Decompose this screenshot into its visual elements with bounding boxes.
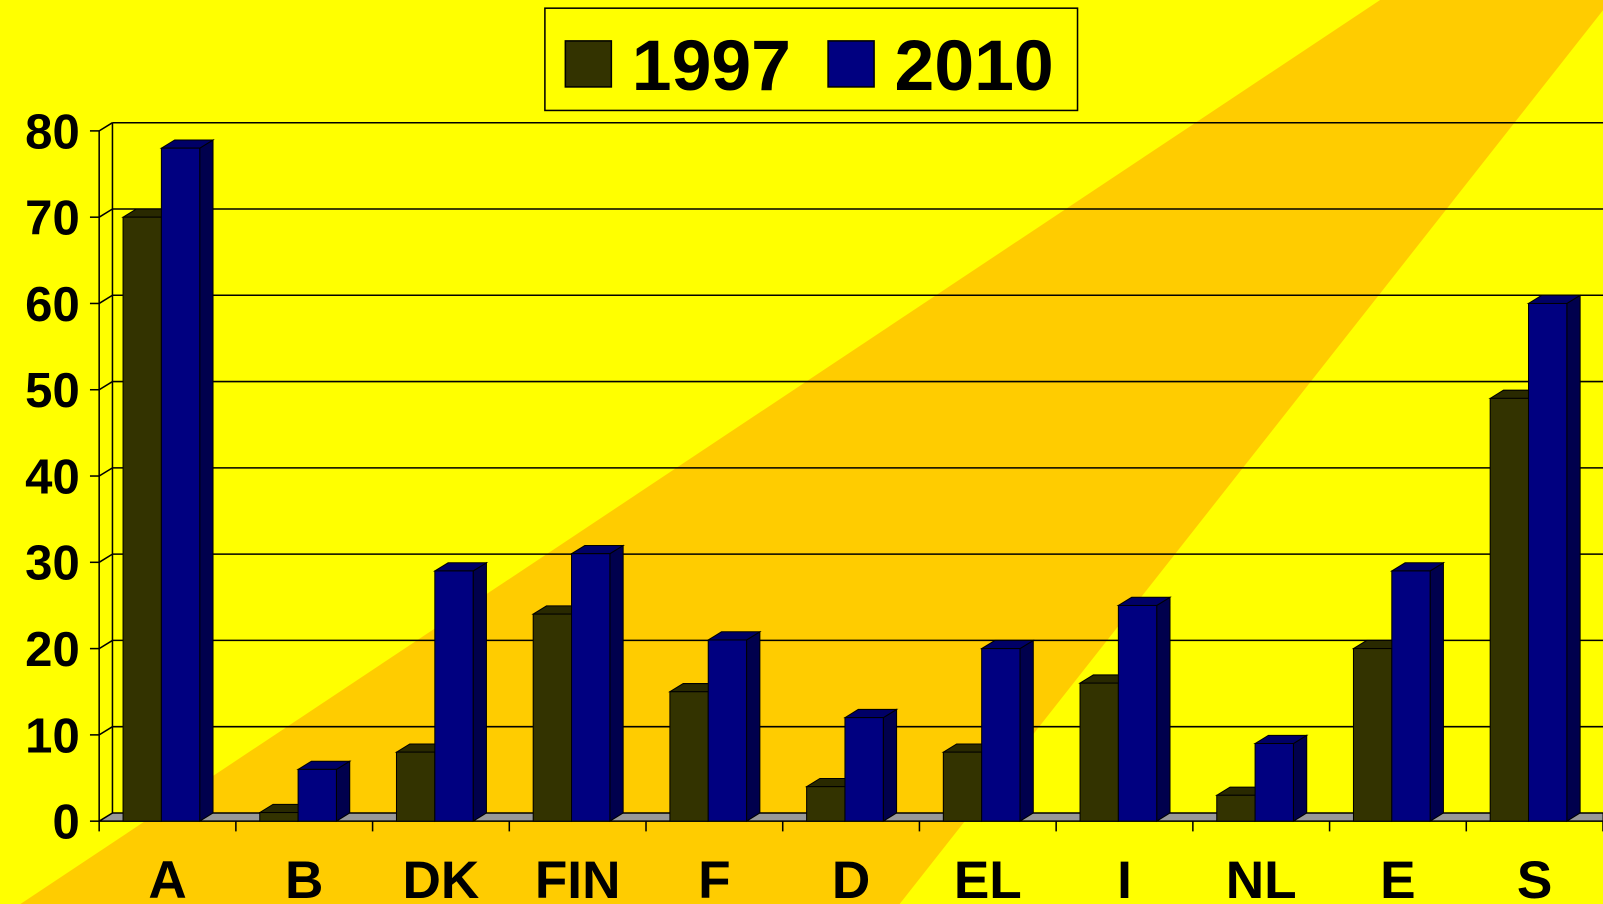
legend-swatch: [827, 40, 875, 88]
x-tick-label: I: [1117, 851, 1132, 904]
x-tick-label: A: [148, 851, 186, 904]
y-tick-label: 60: [25, 278, 80, 332]
y-tick-diag: [98, 467, 113, 477]
x-tick-label: DK: [403, 851, 480, 904]
bar: [160, 147, 201, 822]
y-tick-diag: [98, 726, 113, 736]
bar: [297, 768, 337, 822]
bar-side: [609, 544, 624, 823]
x-tick-label: B: [285, 851, 323, 904]
x-tick-label: D: [832, 851, 870, 904]
y-tick-diag: [98, 380, 113, 391]
bar: [259, 812, 299, 822]
bar: [1216, 794, 1256, 822]
bar-side: [746, 630, 761, 823]
bar: [1254, 743, 1294, 822]
x-tick-label: S: [1517, 851, 1552, 904]
bar: [122, 216, 162, 822]
bar-side: [882, 708, 898, 823]
y-tick-label: 80: [25, 105, 80, 159]
bar-side: [335, 760, 351, 823]
x-tick-label: NL: [1226, 851, 1297, 904]
x-tick-label: EL: [954, 851, 1022, 904]
y-tick-diag: [98, 122, 113, 132]
legend-swatch: [564, 40, 613, 88]
bar: [434, 570, 474, 822]
bar-side: [472, 561, 487, 823]
bar-side: [1292, 734, 1308, 823]
bar: [669, 691, 709, 822]
y-tick-diag: [98, 294, 113, 305]
bar: [1391, 570, 1431, 822]
y-tick-diag: [98, 208, 113, 218]
y-tick-label: 50: [25, 364, 80, 418]
y-tick-diag: [98, 639, 113, 650]
legend-box: [544, 7, 1079, 112]
y-tick-label: 10: [25, 709, 80, 763]
y-tick-label: 40: [25, 450, 80, 504]
bar-side: [199, 139, 214, 823]
bar-side: [1019, 639, 1034, 823]
background-band: [20, 0, 1603, 904]
bar: [571, 553, 611, 822]
x-tick-label: FIN: [535, 851, 621, 904]
bar: [707, 639, 748, 822]
bar: [1352, 648, 1393, 822]
bar: [1079, 682, 1119, 822]
bar-side: [1566, 294, 1581, 823]
bar: [942, 751, 983, 822]
bar: [806, 786, 846, 822]
legend-label: 2010: [895, 26, 1054, 106]
bar: [981, 648, 1021, 822]
x-tick-label: E: [1380, 851, 1415, 904]
bar: [532, 613, 573, 822]
bar-side: [1429, 561, 1444, 823]
y-tick-diag: [98, 812, 113, 822]
bar: [395, 751, 436, 822]
y-tick-label: 30: [25, 537, 80, 591]
y-tick-diag: [98, 553, 113, 563]
y-tick-label: 70: [25, 192, 80, 246]
y-tick-label: 20: [25, 623, 80, 677]
legend-label: 1997: [632, 26, 791, 106]
bar: [844, 717, 884, 822]
bar: [1489, 397, 1530, 822]
bar: [1527, 302, 1568, 822]
y-tick-label: 0: [52, 796, 79, 850]
x-tick-label: F: [698, 851, 730, 904]
bar: [1117, 604, 1158, 822]
bar-side: [1156, 596, 1171, 823]
